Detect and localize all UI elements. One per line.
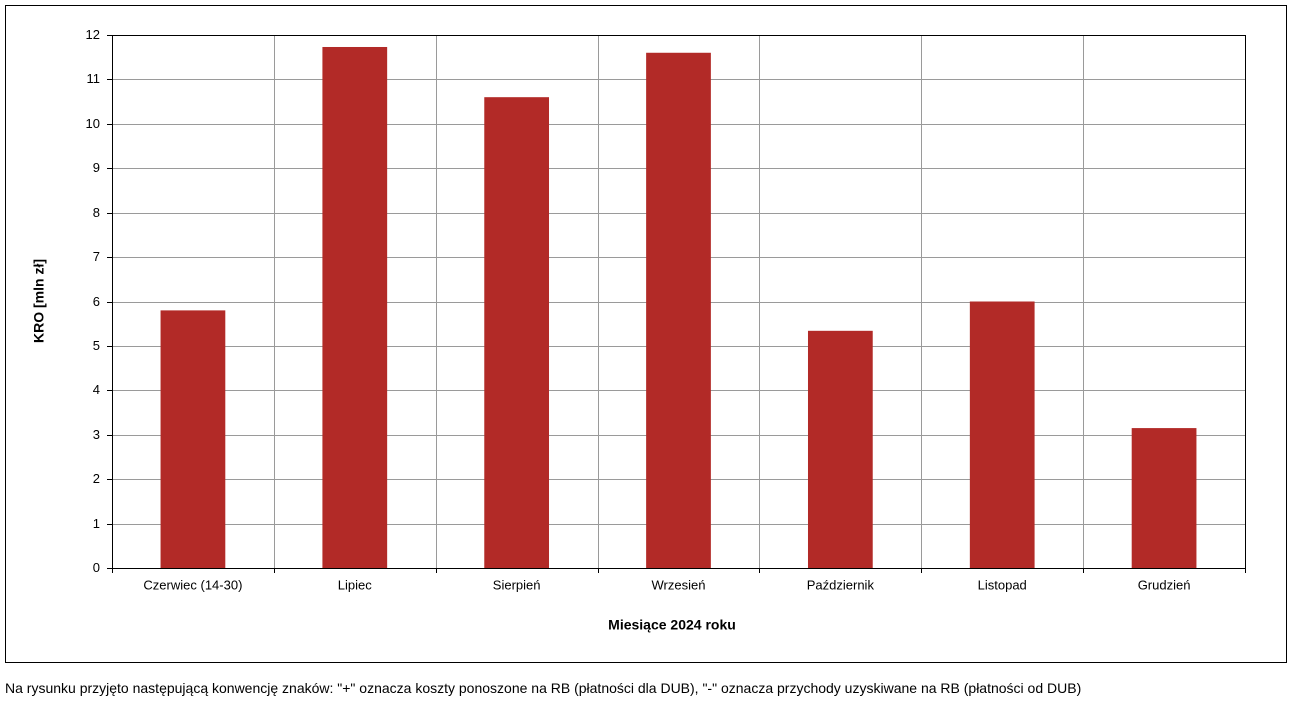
y-tick-label: 1 [93,516,100,531]
x-tick-label: Grudzień [1138,577,1191,592]
y-axis-title: KRO [mln zł] [31,259,47,343]
x-tick-label: Wrzesień [652,577,706,592]
y-tick-label: 2 [93,471,100,486]
x-tick-label: Listopad [978,577,1027,592]
bar [807,330,873,568]
y-tick-label: 12 [86,27,100,42]
y-tick-label: 10 [86,116,100,131]
x-tick-label: Sierpień [493,577,541,592]
chart: Miesiące 2024 roku KRO [mln zł] 01234567… [5,5,1287,663]
y-tick-label: 9 [93,160,100,175]
footnote: Na rysunku przyjęto następującą konwencj… [5,680,1082,696]
x-axis-title: Miesiące 2024 roku [608,617,736,633]
y-tick-label: 8 [93,205,100,220]
bar [484,97,550,568]
bar [1131,428,1197,568]
bar [160,310,226,568]
y-tick-label: 11 [87,71,101,86]
plot-border [112,35,1246,569]
bar [322,46,388,569]
bar [969,301,1035,568]
x-tick-label: Październik [807,577,875,592]
x-tick-label: Czerwiec (14-30) [143,577,242,592]
y-tick-label: 4 [93,382,100,397]
y-tick-label: 3 [93,427,100,442]
y-tick-label: 5 [93,338,100,353]
y-tick-label: 7 [93,249,100,264]
bar [646,52,711,569]
x-tick-label: Lipiec [338,577,372,592]
y-tick-label: 0 [93,560,100,575]
y-tick-label: 6 [93,294,100,309]
